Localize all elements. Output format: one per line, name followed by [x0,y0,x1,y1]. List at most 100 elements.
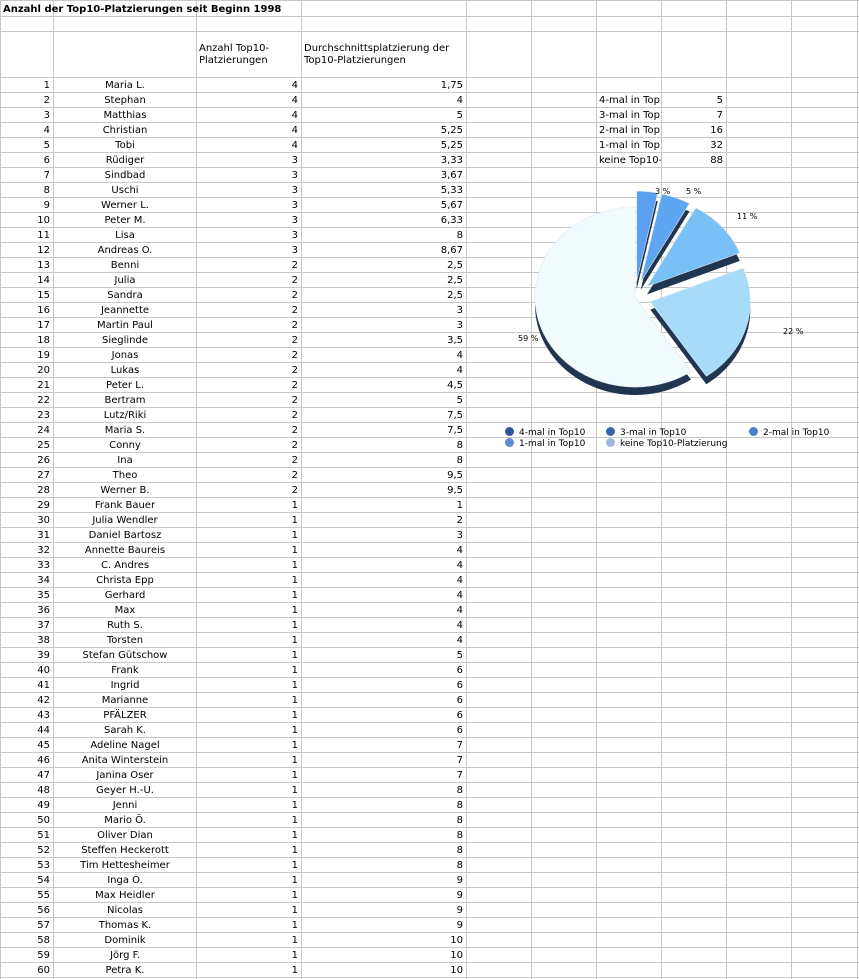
rank-cell: 28 [37,485,50,496]
rank-cell: 15 [37,290,50,301]
rank-cell: 9 [43,200,50,211]
grid-row-line [0,797,859,798]
average-cell: 9 [456,875,463,886]
rank-cell: 4 [43,125,50,136]
average-cell: 2,5 [447,275,463,286]
rank-cell: 1 [43,80,50,91]
name-cell: Matthias [103,110,147,121]
header-count: Anzahl Top10-Platzierungen [199,43,270,66]
count-cell: 1 [291,770,298,781]
rank-cell: 2 [43,95,50,106]
legend-item: 3-mal in Top10 [606,427,686,439]
rank-cell: 45 [37,740,50,751]
average-cell: 7 [456,770,463,781]
name-cell: Geyer H.-U. [96,785,154,796]
grid-row-line [0,332,859,333]
legend-label: keine Top10-Platzierung [620,439,728,449]
average-cell: 3,5 [447,335,463,346]
grid-row-line [0,572,859,573]
average-cell: 4 [456,620,463,631]
count-cell: 2 [291,260,298,271]
name-cell: Gerhard [104,590,146,601]
rank-cell: 46 [37,755,50,766]
average-cell: 8 [456,455,463,466]
average-cell: 6,33 [440,215,463,226]
average-cell: 4 [456,575,463,586]
count-cell: 2 [291,320,298,331]
rank-cell: 43 [37,710,50,721]
average-cell: 6 [456,710,463,721]
rank-cell: 50 [37,815,50,826]
count-cell: 2 [291,290,298,301]
grid-row-line [0,152,859,153]
count-cell: 4 [291,140,298,151]
average-cell: 5,33 [440,185,463,196]
grid-column-line [791,0,792,979]
pie-percent-label: 22 % [783,327,804,336]
count-cell: 4 [291,110,298,121]
grid-row-line [0,347,859,348]
grid-row-line [0,842,859,843]
average-cell: 2,5 [447,290,463,301]
name-cell: Adeline Nagel [90,740,160,751]
name-cell: Werner L. [101,200,149,211]
name-cell: Conny [109,440,141,451]
count-cell: 1 [291,755,298,766]
count-cell: 1 [291,545,298,556]
pie-chart [534,190,751,395]
grid-row-line [0,197,859,198]
grid-row-line [0,692,859,693]
rank-cell: 59 [37,950,50,961]
name-cell: Frank [111,665,139,676]
average-cell: 6 [456,680,463,691]
count-cell: 1 [291,605,298,616]
grid-row-line [0,602,859,603]
name-cell: Julia Wendler [92,515,158,526]
count-cell: 1 [291,785,298,796]
rank-cell: 53 [37,860,50,871]
average-cell: 8 [456,440,463,451]
average-cell: 5,67 [440,200,463,211]
count-cell: 1 [291,650,298,661]
name-cell: Inga O. [107,875,143,886]
grid-row-line [0,542,859,543]
count-cell: 3 [291,155,298,166]
count-cell: 2 [291,455,298,466]
grid-row-line [0,317,859,318]
rank-cell: 19 [37,350,50,361]
count-cell: 3 [291,185,298,196]
rank-cell: 31 [37,530,50,541]
average-cell: 7,5 [447,410,463,421]
grid-column-line [196,0,197,979]
grid-row-line [0,977,859,978]
rank-cell: 24 [37,425,50,436]
average-cell: 4 [456,560,463,571]
rank-cell: 22 [37,395,50,406]
grid-row-line [0,857,859,858]
rank-cell: 56 [37,905,50,916]
grid-row-line [0,272,859,273]
average-cell: 8 [456,800,463,811]
average-cell: 3,67 [440,170,463,181]
rank-cell: 29 [37,500,50,511]
name-cell: Benni [110,260,140,271]
grid-column-line [726,0,727,979]
rank-cell: 51 [37,830,50,841]
legend-label: 4-mal in Top10 [519,428,586,438]
rank-cell: 44 [37,725,50,736]
count-cell: 1 [291,590,298,601]
grid-column-line [53,0,54,979]
count-cell: 1 [291,725,298,736]
legend-marker [505,427,514,436]
rank-cell: 26 [37,455,50,466]
rank-cell: 58 [37,935,50,946]
count-cell: 1 [291,950,298,961]
rank-cell: 17 [37,320,50,331]
grid-row-line [0,512,859,513]
pie-slice [640,193,690,283]
grid-column-line [661,0,662,979]
grid-row-line [0,527,859,528]
rank-cell: 18 [37,335,50,346]
name-cell: Christian [102,125,148,136]
legend-marker [749,427,758,436]
